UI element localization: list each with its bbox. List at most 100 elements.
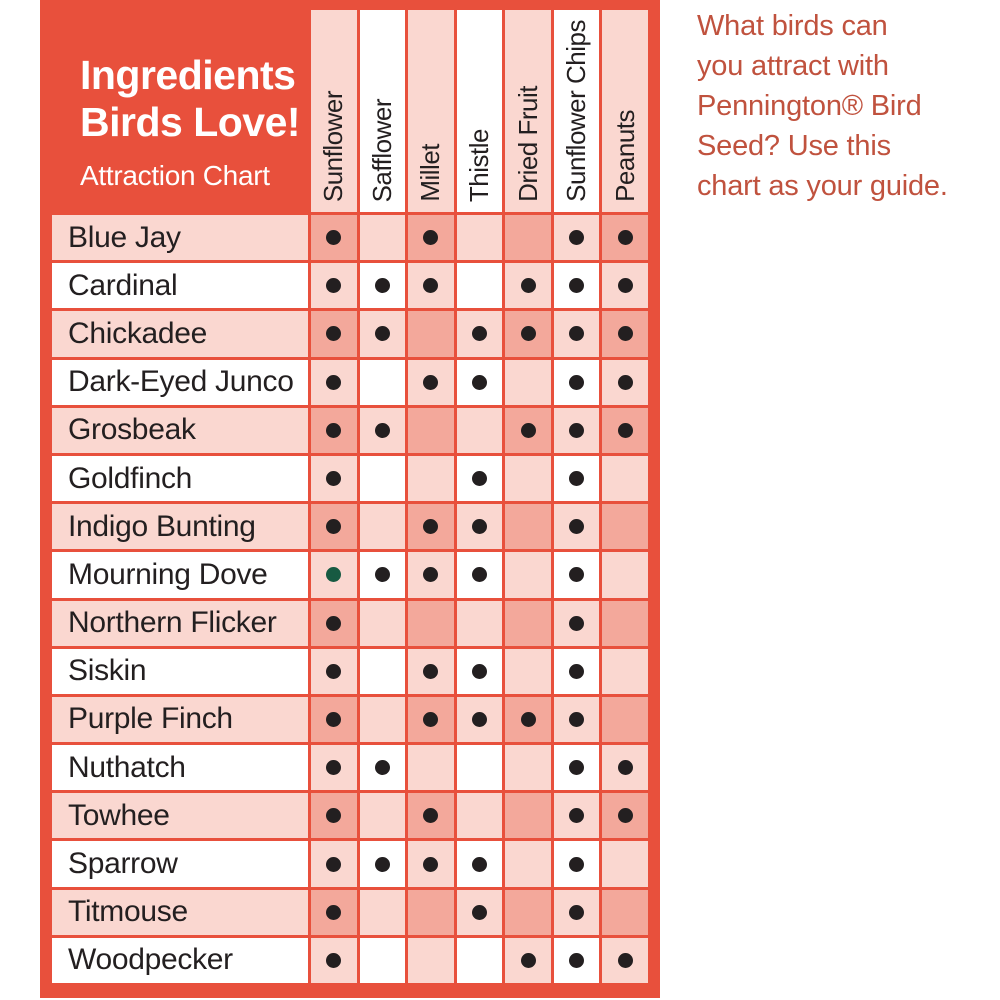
attraction-cell [359,889,406,935]
dot-icon [326,422,342,438]
attraction-cell [553,215,600,261]
dot-icon [471,711,487,727]
attraction-cell [311,841,357,887]
attraction-cell [505,696,551,743]
attraction-cell [553,504,600,550]
column-header-sunflower-chips: Sunflower Chips [553,10,600,212]
attraction-cell [602,889,648,935]
attraction-cell [456,504,503,550]
column-header-thistle: Thistle [456,10,503,212]
dot-icon [326,760,342,776]
dot-icon [326,904,342,920]
dot-icon [326,278,342,294]
bird-row-label-purple-finch: Purple Finch [52,696,308,743]
attraction-cell [311,407,357,453]
attraction-cell [456,552,503,598]
dot-icon [471,326,487,342]
attraction-cell [359,359,406,405]
attraction-cell [602,455,648,502]
attraction-cell [602,263,648,309]
attraction-cell [311,793,357,839]
dot-icon [569,519,585,535]
attraction-cell [456,600,503,646]
dot-icon [569,230,585,246]
attraction-cell [602,937,648,983]
dot-icon [423,567,439,583]
attraction-cell [505,359,551,405]
attraction-cell [553,311,600,357]
dot-icon [569,422,585,438]
column-header-label: Thistle [463,128,494,202]
dot-icon [569,952,585,968]
column-header-label: Sunflower [318,90,349,202]
dot-icon [617,278,633,294]
attraction-cell [456,937,503,983]
dot-icon [569,663,585,679]
attraction-cell [408,841,454,887]
attraction-cell [602,841,648,887]
dot-icon [326,808,342,824]
attraction-cell [505,648,551,694]
attraction-cell [408,504,454,550]
attraction-cell [456,407,503,453]
dot-icon [374,326,390,342]
attraction-cell [505,311,551,357]
attraction-cell [359,648,406,694]
attraction-cell [553,648,600,694]
attraction-cell [456,696,503,743]
bird-row-label-blue-jay: Blue Jay [52,215,308,261]
attraction-cell [311,937,357,983]
attraction-cell [602,696,648,743]
chart-subtitle: Attraction Chart [80,160,270,192]
attraction-cell [553,263,600,309]
attraction-cell [602,600,648,646]
dot-icon [569,808,585,824]
column-header-label: Safflower [366,98,397,202]
dot-icon [326,856,342,872]
attraction-cell [359,504,406,550]
attraction-cell [456,263,503,309]
attraction-cell [311,600,357,646]
attraction-cell [553,889,600,935]
dot-icon [423,808,439,824]
attraction-cell [602,745,648,791]
attraction-cell [359,263,406,309]
bird-row-label-woodpecker: Woodpecker [52,937,308,983]
dot-icon [569,856,585,872]
attraction-cell [602,552,648,598]
attraction-cell [408,311,454,357]
dot-icon [374,278,390,294]
chart-title-line1: Ingredients [80,52,296,98]
dot-icon [326,519,342,535]
dot-icon [569,278,585,294]
dot-icon [569,904,585,920]
column-header-label: Sunflower Chips [561,20,592,202]
attraction-cell [553,841,600,887]
attraction-cell [359,841,406,887]
attraction-cell [408,263,454,309]
dot-icon [617,422,633,438]
dot-icon [569,615,585,631]
attraction-cell [359,407,406,453]
dot-icon [471,567,487,583]
attraction-cell [408,407,454,453]
dot-icon [471,856,487,872]
dot-icon [617,230,633,246]
attraction-cell [505,745,551,791]
attraction-cell [311,504,357,550]
side-note: What birds can you attract with Penningt… [697,10,948,202]
attraction-cell [311,648,357,694]
attraction-cell [311,359,357,405]
attraction-cell [359,215,406,261]
attraction-cell [311,696,357,743]
attraction-cell [505,793,551,839]
dot-icon [326,615,342,631]
attraction-cell [505,455,551,502]
bird-row-label-cardinal: Cardinal [52,263,308,309]
attraction-cell [553,745,600,791]
dot-icon [471,471,487,487]
attraction-cell [602,359,648,405]
dot-icon [471,374,487,390]
attraction-cell [505,937,551,983]
dot-icon [423,230,439,246]
